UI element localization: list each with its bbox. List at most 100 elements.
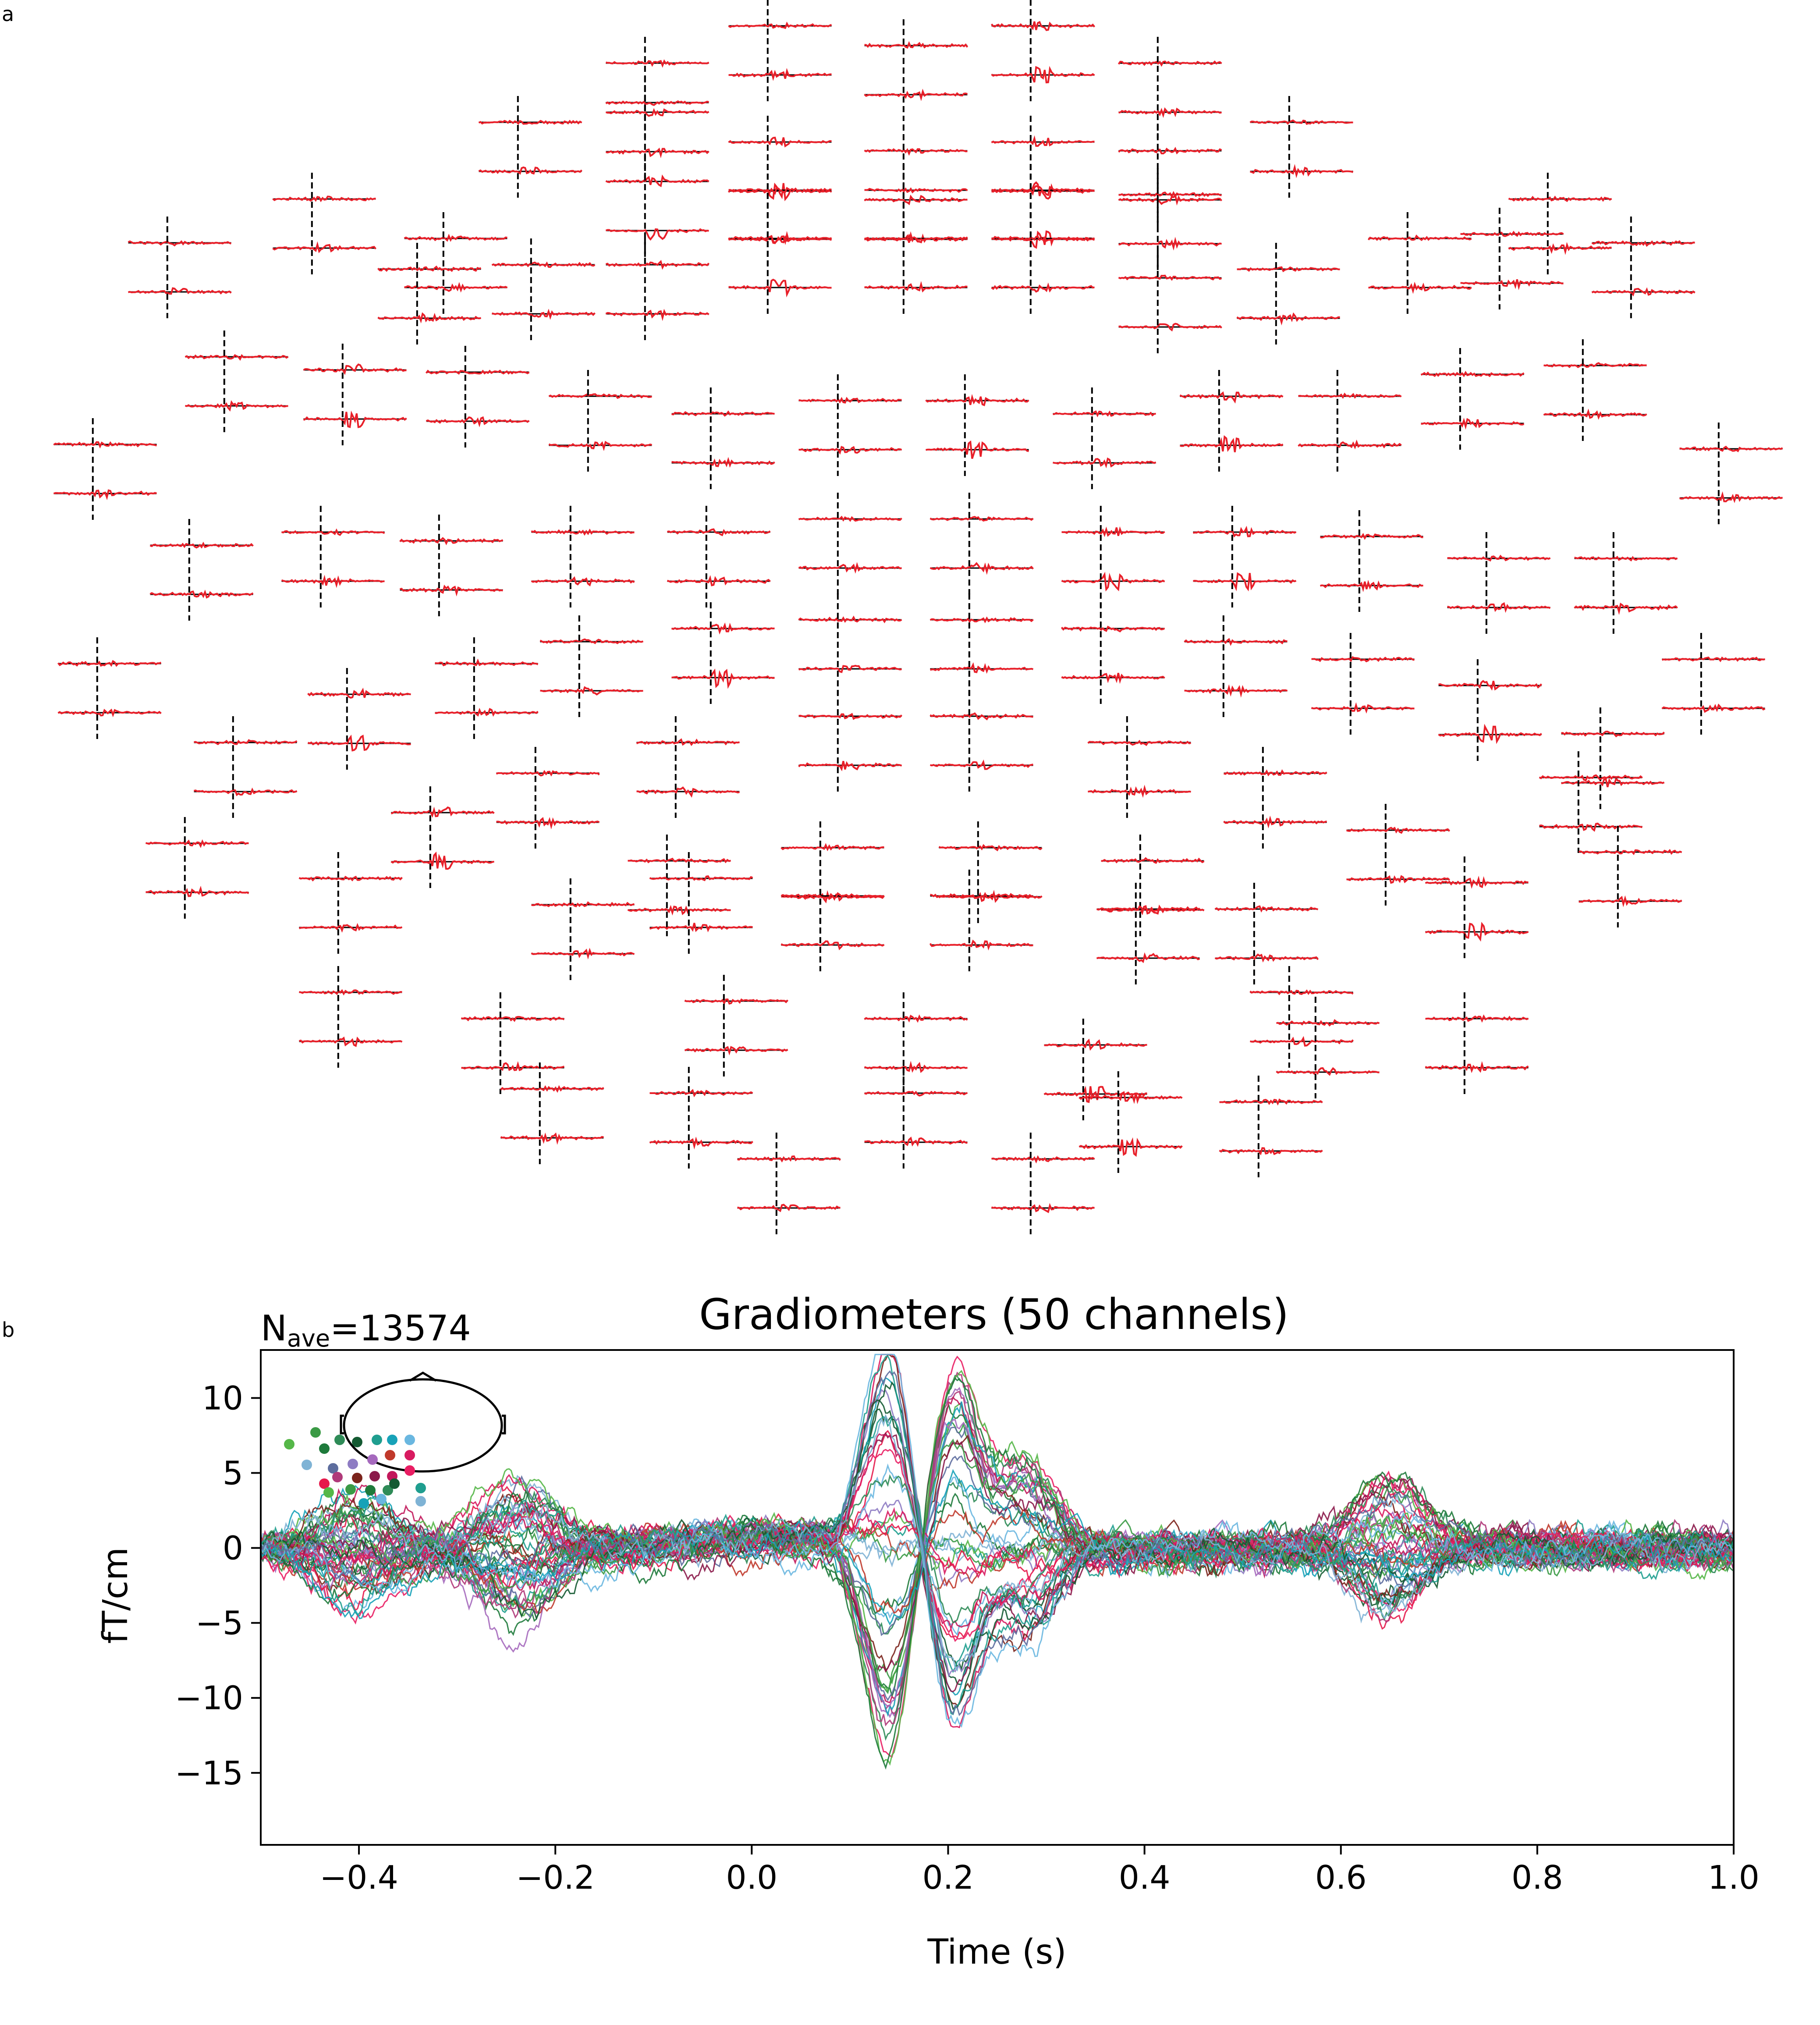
sensor-trace: [531, 576, 635, 587]
sensor-dot: [319, 1443, 330, 1454]
sensor-trace: [991, 66, 1095, 84]
sensor-dot: [302, 1460, 312, 1470]
sensor-trace: [1118, 194, 1223, 206]
sensor-trace: [1088, 785, 1191, 798]
sensor-trace: [1438, 680, 1542, 691]
sensor-trace: [1311, 656, 1415, 663]
sensor-trace: [1223, 815, 1327, 828]
sensor-88: [1214, 883, 1319, 984]
sensor-dot: [319, 1478, 330, 1489]
sensor-78: [1223, 747, 1327, 849]
sensor-95: [1096, 883, 1200, 984]
sensor-47: [149, 519, 254, 621]
sensor-inset: [284, 1371, 506, 1509]
y-axis: 10 5 0 −5 −10 −15: [175, 1379, 261, 1792]
sensor-trace: [548, 393, 652, 399]
sensor-trace: [798, 760, 902, 771]
sensor-trace: [864, 41, 969, 49]
sensor-trace: [636, 786, 740, 798]
sensor-trace: [1425, 1061, 1529, 1073]
sensor-trace: [1367, 234, 1472, 242]
head-outline: [343, 1378, 503, 1473]
sensor-101: [1249, 966, 1354, 1068]
sensor-trace: [1053, 457, 1157, 469]
sensor-82: [298, 852, 403, 954]
sensor-trace: [1079, 1137, 1183, 1157]
sensor-trace: [1118, 146, 1222, 155]
y-tick-label: 10: [202, 1379, 243, 1417]
head-nose: [409, 1371, 437, 1382]
x-tick-label: 0.8: [1511, 1859, 1563, 1897]
sensor-102: [1425, 992, 1529, 1094]
sensor-trace: [991, 135, 1095, 147]
sensor-trace: [991, 1155, 1095, 1164]
sensor-trace: [281, 528, 385, 536]
channel-trace: [260, 1521, 1735, 1630]
sensor-trace: [926, 440, 1029, 459]
sensor-trace: [540, 686, 643, 696]
sensor-trace: [1661, 703, 1766, 713]
sensor-trace: [1118, 107, 1222, 118]
sensor-trace: [864, 1061, 968, 1073]
sensor-trace: [299, 1036, 403, 1047]
sensor-23: [491, 238, 596, 340]
head-ear-right: [502, 1414, 506, 1435]
sensor-73: [496, 747, 600, 849]
sensor-trace: [1087, 739, 1191, 746]
sensor-48: [281, 506, 385, 608]
sensor-trace: [1425, 922, 1529, 942]
sensor-trace: [128, 287, 232, 295]
sensor-trace: [491, 261, 596, 268]
sensor-67: [930, 593, 1034, 695]
sensor-trace: [1096, 905, 1200, 913]
sensor-trace: [728, 186, 832, 195]
sensor-93: [781, 870, 885, 971]
sensor-trace: [991, 1203, 1095, 1213]
sensor-90: [1578, 826, 1682, 927]
x-axis: −0.4 −0.2 0.0 0.2 0.4 0.6 0.8 1.0: [319, 1845, 1760, 1897]
sensor-49: [399, 515, 504, 616]
sensor-39: [925, 374, 1029, 476]
sensor-trace: [1425, 875, 1529, 889]
sensor-trace: [404, 234, 507, 242]
sensor-trace: [1508, 242, 1612, 255]
sensor-trace: [1661, 656, 1765, 662]
sensor-81: [145, 817, 249, 919]
sensor-trace: [1043, 1086, 1147, 1103]
sensor-trace: [1574, 602, 1678, 615]
sensor-trace: [728, 278, 832, 298]
sensor-trace: [496, 770, 600, 777]
sensor-17: [864, 164, 968, 266]
sensor-24: [605, 238, 710, 340]
sensor-trace: [864, 233, 968, 242]
sensor-44: [1543, 339, 1647, 441]
x-tick-label: 1.0: [1708, 1859, 1760, 1897]
sensor-trace: [1574, 555, 1678, 561]
sensor-trace: [298, 923, 403, 933]
sensor-trace: [531, 901, 635, 907]
sensor-trace: [128, 240, 232, 247]
sensor-dot: [385, 1450, 395, 1460]
sensor-trace: [492, 309, 596, 320]
sensor-97: [461, 992, 565, 1094]
sensor-trace: [184, 354, 289, 361]
sensor-trace: [1224, 769, 1327, 777]
x-tick-label: 0.4: [1119, 1859, 1171, 1897]
sensor-trace: [1053, 410, 1156, 418]
sensor-64: [539, 615, 644, 717]
topography-panel: [53, 0, 1783, 1234]
butterfly-panel: Gradiometers (50 channels) Nave=13574 −0…: [96, 1290, 1760, 1972]
sensor-dot: [415, 1483, 426, 1493]
sensor-trace: [1249, 989, 1354, 995]
sensor-trace: [605, 100, 709, 106]
sensor-trace: [531, 528, 635, 536]
sensor-trace: [737, 1155, 841, 1163]
sensor-56: [1320, 510, 1423, 612]
sensor-98: [684, 975, 789, 1076]
sensor-trace: [798, 397, 902, 404]
sensor-trace: [667, 575, 771, 586]
sensor-dot: [383, 1485, 393, 1496]
sensor-2: [864, 19, 969, 121]
nave-sub: ave: [287, 1325, 330, 1352]
sensor-trace: [1298, 439, 1402, 450]
